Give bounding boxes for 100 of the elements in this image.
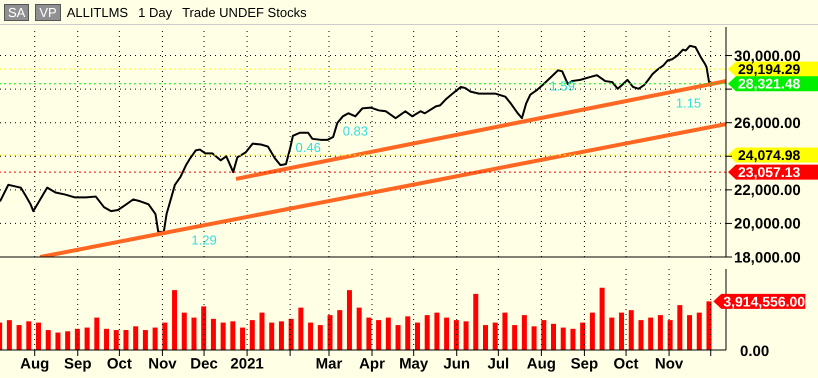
bar (590, 312, 595, 350)
bar (230, 321, 236, 350)
bar (668, 320, 673, 350)
x-tick-label: Nov (654, 356, 684, 373)
bar (114, 330, 119, 350)
ref-line-label: 24,074.98 (738, 147, 800, 164)
chart-title: ALLITLMS (66, 4, 128, 20)
bar (658, 315, 663, 350)
bar (619, 312, 624, 350)
bar (162, 322, 168, 350)
bar (172, 290, 178, 350)
bar (648, 318, 654, 350)
bar (26, 321, 32, 350)
bar (318, 325, 323, 350)
x-tick-label: Apr (359, 356, 386, 373)
text: 0.00 (740, 343, 770, 360)
bar (560, 328, 566, 350)
bar (250, 320, 255, 350)
bar (46, 330, 51, 350)
bar (288, 318, 294, 350)
bar (65, 331, 70, 350)
bar (464, 321, 469, 350)
bar (677, 305, 682, 350)
ref-line-label: 28,321.48 (738, 76, 800, 92)
bar (220, 322, 226, 350)
text: Trade UNDEF Stocks (182, 4, 307, 20)
bar (269, 322, 274, 350)
bar (687, 315, 692, 350)
bar (570, 328, 576, 350)
bar (104, 328, 110, 350)
bar (366, 318, 372, 350)
annotation: 0.46 (296, 140, 321, 155)
bar (94, 318, 100, 350)
bar (84, 328, 90, 350)
bar (424, 315, 430, 350)
annotation: 1.29 (191, 232, 217, 248)
x-tick-label: Jul (488, 356, 510, 373)
bar (191, 318, 196, 350)
ref-line-label: 23,057.13 (738, 164, 800, 180)
bar (522, 315, 527, 350)
x-tick-label: Jun (443, 356, 470, 373)
x-tick-label: Nov (148, 356, 178, 373)
bar (396, 325, 401, 350)
bar (386, 318, 391, 350)
annotation: 3,914,556.00 (723, 293, 806, 310)
x-tick-label: Sep (64, 356, 92, 373)
bar (55, 332, 60, 350)
annotation: 1.59 (550, 78, 575, 94)
bar (328, 315, 333, 350)
bar (502, 312, 508, 350)
bar (376, 320, 382, 350)
x-tick-label: 2021 (230, 356, 264, 373)
x-tick-label: Dec (190, 356, 218, 373)
bar (278, 321, 284, 350)
bar (609, 318, 614, 350)
bar (405, 316, 410, 350)
bar (492, 322, 498, 350)
bar (210, 318, 216, 350)
annotation: 0.83 (342, 124, 368, 139)
x-tick-label: Mar (316, 356, 342, 373)
bar (142, 330, 148, 350)
x-tick-label: Oct (106, 356, 132, 373)
y-tick-label: 18,000.00 (734, 249, 801, 266)
bar (638, 320, 644, 350)
x-tick-label: Sep (570, 356, 598, 373)
bar (356, 308, 362, 350)
bar (133, 326, 138, 350)
bar (346, 290, 352, 350)
bar (260, 312, 264, 350)
bar (541, 320, 546, 350)
annotation: 1.15 (676, 96, 702, 111)
bar (706, 301, 712, 350)
bar (696, 312, 702, 350)
bar (434, 312, 440, 350)
bar (182, 312, 187, 350)
y-tick-label: 22,000.00 (734, 182, 801, 200)
bar (201, 306, 206, 350)
bar (414, 322, 420, 350)
x-tick-label: May (399, 356, 429, 373)
chart-subtitle: 1 Day (138, 4, 172, 20)
y-tick-label: 20,000.00 (734, 216, 801, 233)
y-tick-label: 26,000.00 (734, 115, 801, 132)
text: VP (35, 4, 61, 20)
bar (74, 328, 80, 350)
bar (482, 325, 488, 350)
bar (337, 310, 342, 350)
bar (16, 325, 22, 350)
text: SA (4, 4, 30, 20)
x-tick-label: Aug (20, 356, 50, 373)
bar (308, 322, 314, 350)
bar (628, 310, 634, 350)
bar (600, 288, 605, 350)
y-tick-label: 30,000.00 (734, 48, 801, 65)
bar (551, 324, 556, 350)
x-tick-label: Aug (526, 356, 556, 373)
bar (512, 325, 518, 350)
bar (444, 318, 450, 350)
bar (6, 320, 12, 350)
x-tick-label: Oct (614, 356, 639, 373)
bar (532, 326, 537, 350)
